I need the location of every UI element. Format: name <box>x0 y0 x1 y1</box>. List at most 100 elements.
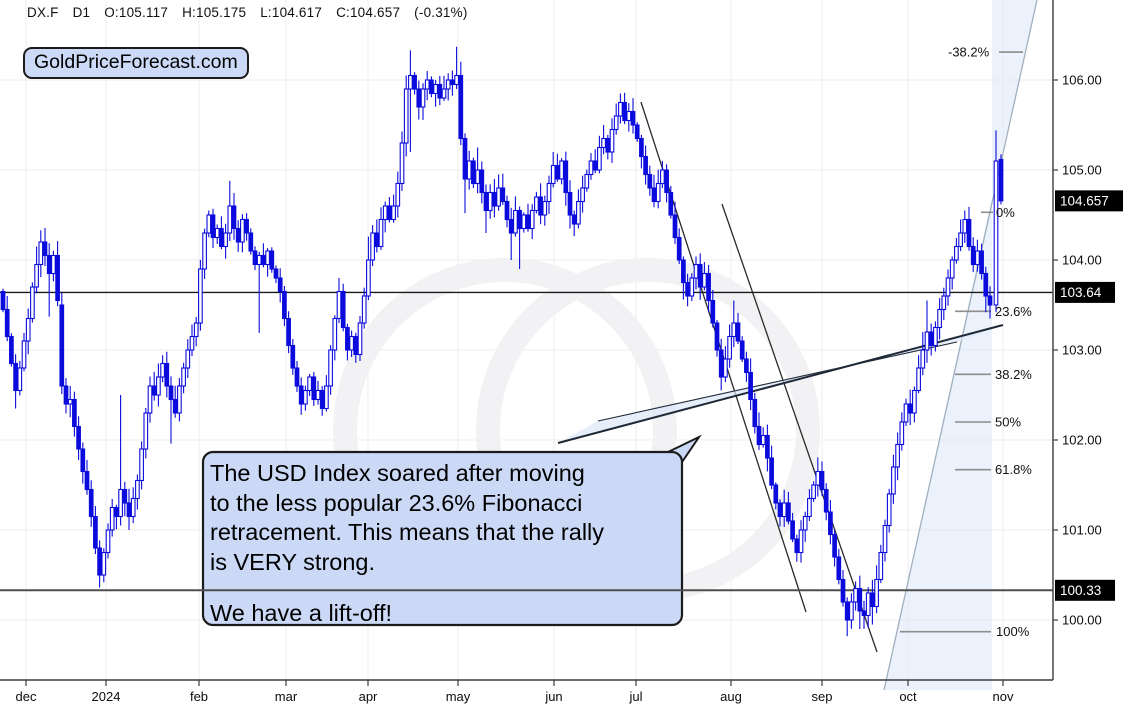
symbol-label: DX.F <box>27 5 59 20</box>
candle-body <box>998 158 1004 202</box>
candle-body <box>46 254 52 275</box>
candle-body <box>84 470 90 491</box>
candle-body <box>345 326 350 351</box>
candle-body <box>42 241 48 257</box>
candle-body <box>496 187 501 207</box>
candle-body <box>605 137 611 153</box>
candle-body <box>471 160 476 185</box>
candle-body <box>903 403 909 423</box>
candle-body <box>639 137 644 158</box>
y-tick-label: 104.00 <box>1062 253 1102 268</box>
candle-body <box>613 115 619 131</box>
candle-body <box>882 524 888 554</box>
candle-body <box>668 191 674 216</box>
candle-body <box>189 335 195 351</box>
candle-body <box>949 259 955 279</box>
candle-body <box>353 335 359 356</box>
candle-body <box>126 502 132 518</box>
candle-body <box>387 205 392 221</box>
candle-body <box>0 290 6 311</box>
candle-body <box>546 182 552 203</box>
candle-body <box>420 88 426 108</box>
candle-body <box>752 398 758 428</box>
candle-body <box>907 403 913 414</box>
candle-body <box>231 205 237 230</box>
candle-body <box>924 331 930 351</box>
candle-body <box>67 398 73 405</box>
candle-body <box>290 344 296 369</box>
fib-label: 0% <box>996 205 1015 220</box>
callout-line-1: The USD Index soared after moving <box>210 460 585 486</box>
callout-line-2: to the less popular 23.6% Fibonacci <box>210 489 583 516</box>
candle-body <box>93 515 98 549</box>
candle-body <box>109 506 115 531</box>
candle-body <box>794 538 800 554</box>
candle-body <box>744 358 749 374</box>
candle-body <box>286 317 291 347</box>
candle-body <box>739 340 745 360</box>
channel-line <box>883 0 1038 691</box>
candle-body <box>4 308 10 338</box>
candle-body <box>160 362 165 378</box>
candle-body <box>454 74 459 86</box>
candle-body <box>550 164 556 185</box>
candle-body <box>840 578 846 603</box>
candle-body <box>798 529 804 554</box>
callout-footer-text: We have a lift-off! <box>210 600 392 626</box>
price-badges: 104.657 103.64 100.33 <box>1055 190 1123 601</box>
candle-body <box>807 497 812 518</box>
candle-body <box>374 232 380 248</box>
x-tick-label: apr <box>359 689 378 704</box>
candle-body <box>828 511 833 536</box>
candle-body <box>164 362 170 387</box>
candle-body <box>55 254 60 302</box>
candle-body <box>202 232 207 270</box>
candle-body <box>588 160 594 176</box>
candle-body <box>802 515 808 531</box>
low-value: L:104.617 <box>260 5 323 20</box>
candle-body <box>693 263 699 279</box>
candle-body <box>580 187 585 203</box>
candle-body <box>781 502 787 518</box>
candle-body <box>731 322 737 338</box>
candle-body <box>823 488 829 513</box>
candle-body <box>59 304 65 387</box>
candle-body <box>282 290 287 320</box>
price-badge-label: 103.64 <box>1060 285 1102 300</box>
high-value: H:105.175 <box>182 5 247 20</box>
candle-body <box>500 187 506 203</box>
y-tick-label: 105.00 <box>1062 163 1102 178</box>
candle-body <box>521 214 527 230</box>
candle-body <box>714 322 720 351</box>
candle-body <box>966 218 972 248</box>
candle-body <box>223 232 228 248</box>
candle-body <box>634 124 640 140</box>
candle-body <box>899 421 905 446</box>
candle-body <box>403 88 409 144</box>
candle-body <box>240 218 245 243</box>
candle-body <box>895 443 900 468</box>
candle-body <box>370 232 375 261</box>
candle-body <box>538 196 543 216</box>
candle-body <box>21 340 27 369</box>
candle-body <box>361 295 367 324</box>
y-tick-label: 106.00 <box>1062 73 1102 88</box>
candle-body <box>513 209 518 234</box>
candle-body <box>697 263 703 288</box>
candle-body <box>265 250 270 266</box>
candle-body <box>328 349 333 387</box>
candle-body <box>479 169 485 194</box>
candle-body <box>349 335 354 351</box>
candle-body <box>13 362 18 392</box>
candle-body <box>114 506 119 518</box>
ohlc-readout: DX.F D1 O:105.117 H:105.175 L:104.617 C:… <box>27 5 468 20</box>
candle-body <box>227 205 233 234</box>
candle-body <box>954 245 959 261</box>
candle-body <box>357 322 363 356</box>
candle-body <box>681 259 686 284</box>
candle-body <box>416 88 422 108</box>
candle-body <box>412 74 417 90</box>
candle-body <box>542 200 548 216</box>
wedge-line <box>597 341 958 422</box>
